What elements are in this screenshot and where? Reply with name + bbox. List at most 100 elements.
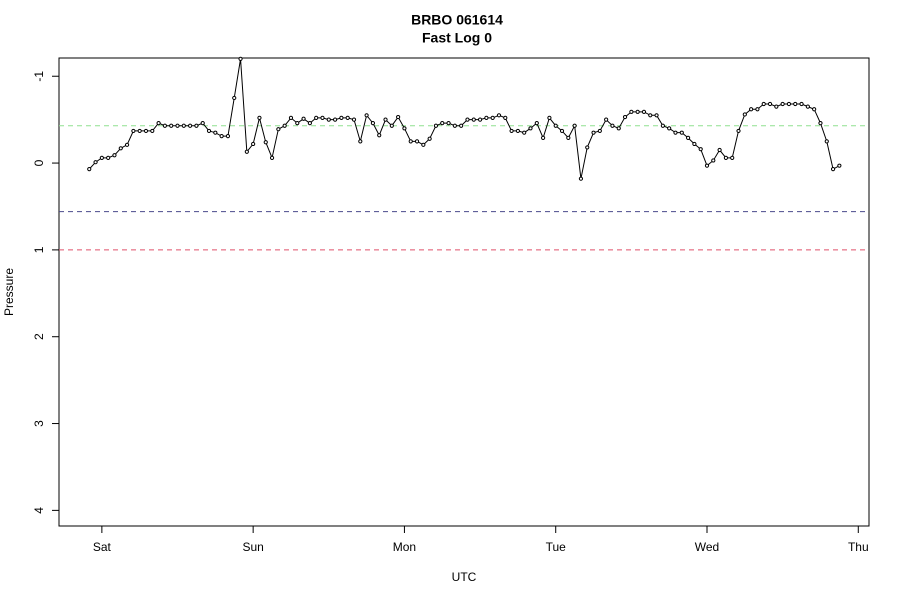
- data-point: [477, 117, 483, 122]
- data-point: [673, 130, 678, 135]
- data-point: [307, 121, 312, 126]
- data-point: [572, 123, 577, 128]
- data-point: [194, 123, 199, 128]
- data-point: [692, 141, 697, 147]
- data-point: [604, 117, 609, 122]
- data-point: [711, 158, 716, 163]
- data-point: [276, 127, 281, 132]
- data-point: [736, 128, 741, 134]
- data-point: [654, 113, 659, 118]
- data-point: [402, 126, 407, 131]
- data-point: [471, 117, 476, 122]
- data-point: [446, 121, 451, 126]
- x-tick-label: Sat: [93, 540, 112, 554]
- data-point: [547, 115, 552, 121]
- data-point: [509, 128, 514, 134]
- plot-frame: [58, 57, 870, 527]
- x-axis-label: UTC: [452, 570, 477, 584]
- data-point: [799, 101, 804, 107]
- data-point: [717, 147, 722, 153]
- data-point: [124, 142, 130, 147]
- chart-title: BRBO 061614: [411, 12, 503, 28]
- data-point: [414, 139, 420, 144]
- data-point: [805, 104, 810, 109]
- data-point: [118, 146, 123, 151]
- data-point: [503, 115, 508, 121]
- data-point: [730, 155, 735, 160]
- data-point: [742, 112, 747, 117]
- data-point: [257, 115, 262, 121]
- data-point: [585, 145, 590, 150]
- y-axis-label: Pressure: [2, 268, 16, 316]
- data-point: [459, 123, 464, 128]
- x-tick-label: Mon: [393, 540, 416, 554]
- data-point: [282, 123, 287, 128]
- data-point: [698, 147, 703, 152]
- data-point: [793, 101, 798, 107]
- data-point: [761, 101, 766, 107]
- data-point: [288, 115, 294, 121]
- data-point: [667, 126, 672, 131]
- data-point: [421, 142, 426, 147]
- data-point: [408, 139, 413, 144]
- data-point: [345, 115, 350, 121]
- data-point: [213, 130, 218, 135]
- data-point: [326, 117, 331, 122]
- data-point: [320, 115, 325, 121]
- data-point: [383, 117, 388, 122]
- data-point: [219, 134, 224, 139]
- data-point: [824, 139, 829, 144]
- data-point: [162, 123, 167, 128]
- data-point: [181, 123, 186, 128]
- data-point: [641, 109, 647, 114]
- data-point: [528, 126, 533, 131]
- data-point: [597, 128, 602, 134]
- data-point: [301, 116, 306, 121]
- data-point: [364, 113, 369, 118]
- y-tick-label: 1: [32, 246, 46, 253]
- data-point: [723, 155, 729, 160]
- data-point: [774, 104, 779, 109]
- data-line: [88, 58, 840, 179]
- data-point: [704, 163, 710, 168]
- y-tick-label: -1: [32, 71, 46, 82]
- data-point: [786, 101, 792, 107]
- y-tick-label: 4: [32, 507, 46, 514]
- data-point: [263, 140, 268, 145]
- data-point: [484, 115, 489, 121]
- y-tick-label: 0: [32, 159, 46, 166]
- data-point: [660, 123, 665, 128]
- data-point: [200, 121, 205, 126]
- data-point: [648, 113, 653, 118]
- data-point: [339, 115, 344, 121]
- data-point: [143, 128, 149, 134]
- data-point: [515, 128, 520, 134]
- y-tick-label: 3: [32, 420, 46, 427]
- x-tick-label: Thu: [848, 540, 869, 554]
- data-point: [112, 153, 117, 158]
- x-tick-label: Wed: [695, 540, 719, 554]
- data-point: [137, 128, 142, 134]
- data-point: [559, 128, 565, 134]
- x-tick-label: Sun: [242, 540, 263, 554]
- data-point: [496, 113, 502, 118]
- data-point: [99, 155, 104, 160]
- data-point: [427, 136, 432, 141]
- data-point: [244, 149, 249, 154]
- data-point: [389, 123, 394, 128]
- chart-subtitle: Fast Log 0: [422, 30, 492, 46]
- data-point: [622, 114, 628, 120]
- data-point: [534, 121, 539, 126]
- data-point: [553, 123, 558, 128]
- data-point: [232, 95, 237, 101]
- data-point: [370, 121, 376, 126]
- data-point: [269, 155, 275, 160]
- data-point: [755, 107, 760, 112]
- data-point: [578, 176, 584, 181]
- data-point: [314, 115, 319, 121]
- data-point: [433, 123, 439, 128]
- data-point: [830, 167, 836, 172]
- data-point: [780, 101, 785, 107]
- data-point: [490, 115, 495, 121]
